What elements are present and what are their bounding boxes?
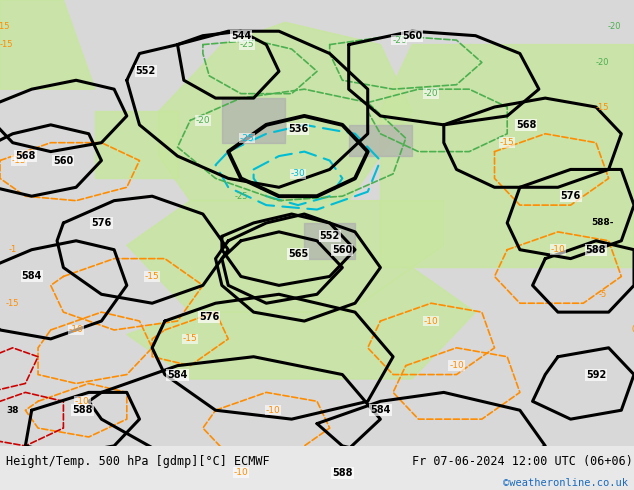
Text: 568: 568 (516, 120, 536, 130)
Text: -15: -15 (11, 156, 27, 165)
Text: 544: 544 (231, 31, 251, 41)
Text: 588: 588 (72, 405, 93, 415)
Text: 584: 584 (22, 271, 42, 281)
Text: -20: -20 (195, 116, 210, 125)
Text: -25: -25 (234, 192, 248, 201)
Text: -15: -15 (183, 334, 198, 343)
Text: 565: 565 (288, 249, 308, 259)
Text: 0: 0 (631, 325, 634, 335)
Text: 576: 576 (91, 218, 112, 228)
Text: -30: -30 (290, 170, 306, 178)
Polygon shape (380, 45, 634, 268)
Polygon shape (158, 22, 412, 201)
Text: -10: -10 (265, 406, 280, 415)
Text: 584: 584 (370, 405, 391, 415)
Text: 588-: 588- (591, 219, 614, 227)
Text: -10: -10 (75, 397, 90, 406)
Text: 576: 576 (560, 191, 581, 201)
Text: 560: 560 (402, 31, 422, 41)
Text: 552: 552 (320, 231, 340, 242)
Text: -15: -15 (0, 40, 13, 49)
Text: -15: -15 (595, 102, 609, 112)
Text: 536: 536 (288, 124, 308, 134)
Text: 38: 38 (6, 406, 19, 415)
Text: 588: 588 (332, 467, 353, 478)
Text: -1: -1 (8, 245, 17, 254)
Text: -10: -10 (449, 361, 464, 370)
Polygon shape (127, 201, 444, 312)
Polygon shape (222, 98, 285, 143)
Text: 552: 552 (136, 66, 156, 76)
Text: 592: 592 (586, 369, 606, 380)
Text: Height/Temp. 500 hPa [gdmp][°C] ECMWF: Height/Temp. 500 hPa [gdmp][°C] ECMWF (6, 455, 270, 468)
Text: 576: 576 (199, 312, 219, 321)
Text: -20: -20 (424, 89, 439, 98)
Text: ©weatheronline.co.uk: ©weatheronline.co.uk (503, 478, 628, 489)
Text: 588: 588 (586, 245, 606, 255)
Text: -10: -10 (68, 325, 84, 335)
Polygon shape (127, 268, 476, 379)
Text: -20: -20 (595, 58, 609, 67)
Text: -10: -10 (550, 245, 566, 254)
Text: -25: -25 (240, 40, 255, 49)
Text: -15: -15 (145, 272, 160, 281)
Text: -20: -20 (392, 36, 407, 45)
Text: Fr 07-06-2024 12:00 UTC (06+06): Fr 07-06-2024 12:00 UTC (06+06) (412, 455, 633, 468)
Polygon shape (349, 125, 412, 156)
Text: 560: 560 (53, 155, 74, 166)
Text: -15: -15 (500, 138, 515, 147)
Text: -10: -10 (424, 317, 439, 325)
Text: -15: -15 (0, 22, 10, 31)
Text: -20: -20 (608, 22, 621, 31)
Polygon shape (0, 0, 95, 89)
Polygon shape (304, 223, 355, 259)
Text: -5: -5 (598, 290, 607, 299)
Text: -10: -10 (233, 468, 249, 477)
Text: -15: -15 (6, 299, 20, 308)
Text: 560: 560 (332, 245, 353, 255)
Text: 568: 568 (15, 151, 36, 161)
Polygon shape (95, 112, 178, 178)
Text: 584: 584 (167, 369, 188, 380)
Text: -25: -25 (240, 134, 255, 143)
